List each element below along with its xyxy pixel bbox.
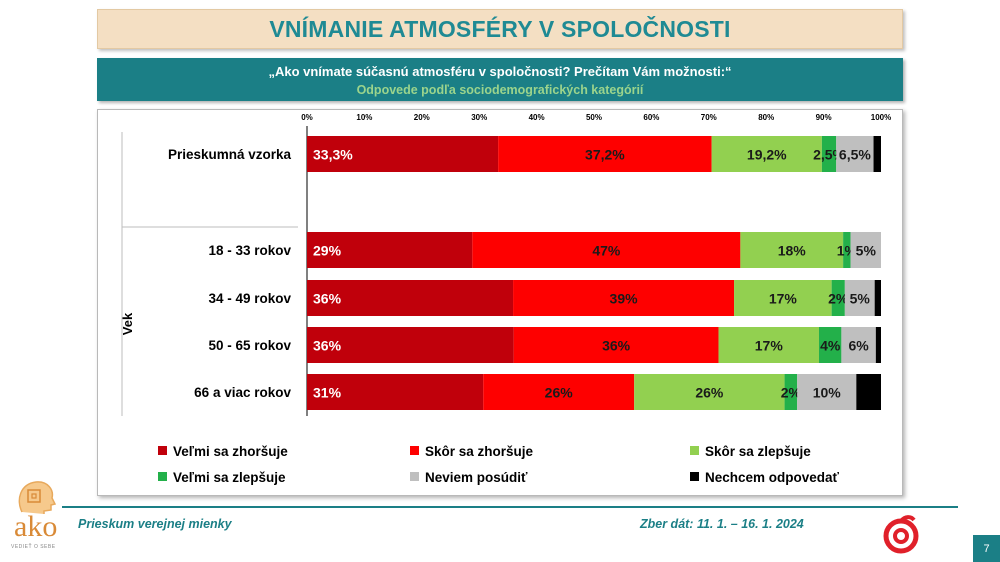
legend-label: Nechcem odpovedať	[705, 470, 840, 485]
x-tick-label: 30%	[471, 113, 487, 122]
legend-label: Skôr sa zlepšuje	[705, 444, 811, 459]
category-label: 50 - 65 rokov	[208, 338, 291, 353]
bar-segment	[472, 232, 741, 268]
data-label: 31%	[313, 385, 342, 401]
bar-segment	[307, 280, 514, 316]
data-label: 10%	[813, 385, 842, 401]
bar-segment	[498, 136, 712, 172]
bar-segment	[874, 280, 881, 316]
legend-swatch	[690, 472, 699, 481]
bar-segment	[307, 232, 473, 268]
logo-subtext: VEDIEŤ O SEBE	[11, 544, 56, 550]
x-tick-label: 90%	[816, 113, 832, 122]
footer-divider	[62, 506, 958, 508]
data-label: 26%	[545, 385, 574, 401]
bar-segment	[483, 374, 635, 410]
page-number: 7	[973, 535, 1000, 562]
footer-date: Zber dát: 11. 1. – 16. 1. 2024	[640, 517, 804, 531]
ako-logo: ako VEDIEŤ O SEBE	[8, 478, 64, 558]
legend-label: Veľmi sa zlepšuje	[173, 470, 286, 485]
data-label: 39%	[610, 291, 639, 307]
footer-survey-name: Prieskum verejnej mienky	[78, 517, 232, 531]
bar-segment	[819, 327, 842, 363]
data-label: 5%	[856, 243, 877, 259]
category-label: 66 a viac rokov	[194, 385, 291, 400]
data-label: 33,3%	[313, 147, 353, 163]
bar-segment	[831, 280, 845, 316]
x-tick-label: 80%	[758, 113, 774, 122]
x-tick-label: 70%	[701, 113, 717, 122]
legend-swatch	[410, 472, 419, 481]
data-label: 26%	[695, 385, 724, 401]
bar-segment	[740, 232, 844, 268]
data-label: 19,2%	[747, 147, 787, 163]
data-label: 5%	[850, 291, 871, 307]
x-tick-label: 50%	[586, 113, 602, 122]
bar-segment	[797, 374, 857, 410]
data-label: 36%	[313, 291, 342, 307]
bar-segment	[844, 280, 875, 316]
bar-segment	[513, 327, 719, 363]
bar-segment	[513, 280, 735, 316]
data-label: 17%	[769, 291, 798, 307]
x-tick-label: 100%	[871, 113, 891, 122]
legend-label: Veľmi sa zhoršuje	[173, 444, 288, 459]
data-label: 37,2%	[585, 147, 625, 163]
bar-segment	[873, 136, 881, 172]
group-label: Vek	[120, 312, 135, 335]
data-label: 2%	[781, 385, 802, 401]
legend-swatch	[690, 446, 699, 455]
data-label: 17%	[755, 338, 784, 354]
brand-swirl-icon	[883, 515, 919, 554]
data-label: 47%	[592, 243, 621, 259]
legend-label: Skôr sa zhoršuje	[425, 444, 534, 459]
x-tick-label: 0%	[301, 113, 313, 122]
bar-segment	[875, 327, 881, 363]
data-label: 29%	[313, 243, 342, 259]
chart-frame: 0% 10% 20% 30% 40% 50% 60% 70% 80% 90% 100% Vek Prie…	[97, 109, 903, 496]
x-tick-label: 20%	[414, 113, 430, 122]
data-label: 6%	[848, 338, 869, 354]
category-label: Prieskumná vzorka	[168, 147, 292, 162]
bar-segment	[841, 327, 876, 363]
bar-segment	[307, 136, 499, 172]
x-tick-label: 10%	[356, 113, 372, 122]
bar-segment	[821, 136, 837, 172]
bar-segment	[711, 136, 822, 172]
data-label: 6,5%	[839, 147, 871, 163]
bar-segment	[836, 136, 874, 172]
page-title: VNÍMANIE ATMOSFÉRY V SPOLOČNOSTI	[269, 15, 731, 42]
legend-swatch	[158, 472, 167, 481]
data-label: 36%	[602, 338, 631, 354]
data-label: 4%	[820, 338, 841, 354]
category-label: 34 - 49 rokov	[208, 291, 291, 306]
bar-segment	[856, 374, 881, 410]
question-text: „Ako vnímate súčasnú atmosféru v spoločn…	[268, 64, 732, 79]
data-label: 36%	[313, 338, 342, 354]
legend-swatch	[158, 446, 167, 455]
bar-segment	[307, 374, 484, 410]
title-banner: VNÍMANIE ATMOSFÉRY V SPOLOČNOSTI	[97, 9, 903, 49]
bar-segment	[307, 327, 514, 363]
logo-text: ako	[14, 510, 58, 543]
bar-segment	[718, 327, 820, 363]
question-box: „Ako vnímate súčasnú atmosféru v spoločn…	[97, 58, 903, 101]
bar-segment	[784, 374, 798, 410]
bar-segment	[634, 374, 785, 410]
bar-segment	[734, 280, 832, 316]
data-label: 18%	[778, 243, 807, 259]
bar-segment	[843, 232, 851, 268]
bar-segment	[850, 232, 881, 268]
data-label: 2%	[828, 291, 849, 307]
stacked-bar-chart: 0% 10% 20% 30% 40% 50% 60% 70% 80% 90% 100% Vek Prie…	[120, 113, 891, 485]
x-tick-label: 60%	[643, 113, 659, 122]
legend-label: Neviem posúdiť	[425, 470, 528, 485]
subtitle-text: Odpovede podľa sociodemografických kateg…	[356, 83, 644, 97]
category-label: 18 - 33 rokov	[208, 243, 291, 258]
head-icon	[18, 481, 57, 514]
legend-swatch	[410, 446, 419, 455]
x-tick-label: 40%	[529, 113, 545, 122]
